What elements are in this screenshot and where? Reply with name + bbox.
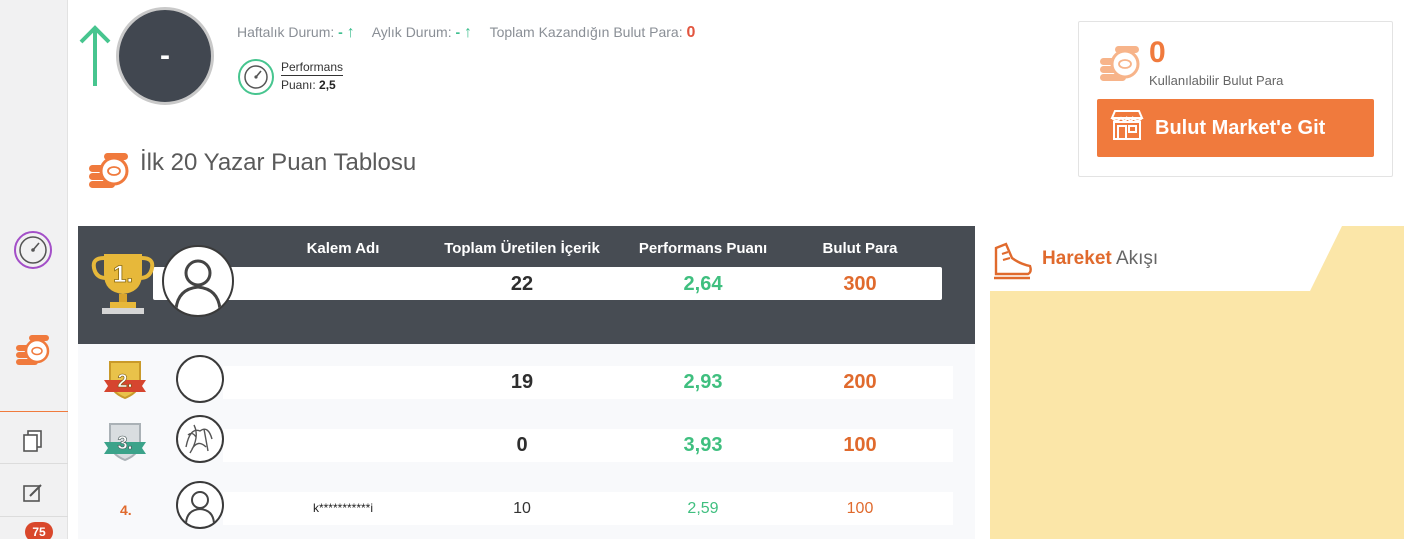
coins-icon	[86, 147, 134, 198]
speedometer-icon	[237, 58, 275, 101]
leaderboard-body: 19 2,93 200 2. 0 3,93 100 3. k**********…	[78, 344, 975, 539]
total-coins-value: 0	[686, 24, 696, 41]
table-row[interactable]: 19 2,93 200	[223, 366, 953, 399]
performance-label-2: Puanı:	[281, 78, 316, 92]
documents-icon[interactable]	[20, 428, 46, 454]
rank-number: 2.	[117, 371, 132, 391]
rank-number: 4.	[120, 502, 132, 518]
performance-gauge-icon[interactable]	[12, 229, 54, 271]
sidebar: 75	[0, 0, 68, 539]
row-coins: 100	[843, 434, 877, 456]
bronze-shield-icon: 3.	[102, 420, 148, 469]
monthly-status-value: -	[455, 24, 461, 40]
avatar[interactable]	[176, 481, 224, 529]
table-row[interactable]: 22 2,64 300	[153, 267, 942, 300]
edit-icon[interactable]	[20, 480, 46, 506]
row-coins: 300	[843, 273, 877, 295]
avatar[interactable]	[176, 415, 224, 463]
column-header-coins: Bulut Para	[822, 240, 898, 257]
activity-feed-title-rest: Akışı	[1111, 248, 1159, 269]
weekly-status-value: -	[338, 24, 343, 40]
available-coins-amount: 0	[1149, 36, 1166, 69]
available-coins-label: Kullanılabilir Bulut Para	[1149, 73, 1284, 88]
column-header-performance: Performans Puanı	[638, 240, 768, 257]
status-line: Haftalık Durum: - ↑ Aylık Durum: - ↑ Top…	[237, 24, 695, 42]
row-performance: 2,59	[687, 500, 719, 517]
leaderboard-header: Kalem Adı Toplam Üretilen İçerik Perform…	[78, 226, 975, 344]
column-header-content: Toplam Üretilen İçerik	[444, 240, 600, 257]
row-performance: 2,64	[683, 273, 723, 295]
user-avatar[interactable]: -	[116, 7, 214, 105]
performance-label: Performans	[281, 60, 344, 76]
sidebar-divider	[0, 463, 68, 464]
section-title: İlk 20 Yazar Puan Tablosu	[140, 149, 417, 176]
row-coins: 100	[846, 500, 874, 517]
sidebar-divider	[0, 411, 68, 412]
avatar[interactable]	[176, 355, 224, 403]
table-row[interactable]: k***********i 10 2,59 100	[223, 492, 953, 525]
row-content-count: 10	[513, 500, 531, 517]
notification-badge[interactable]: 75	[25, 522, 53, 539]
row-content-count: 22	[510, 273, 534, 295]
row-name: k***********i	[312, 501, 374, 515]
weekly-status-label: Haftalık Durum:	[237, 24, 335, 40]
row-performance: 3,93	[683, 434, 723, 456]
silver-shield-icon: 2.	[102, 358, 148, 405]
activity-feed-title: Hareket Akışı	[1042, 248, 1158, 270]
trend-up-arrow-icon	[78, 24, 112, 93]
performance-score: Performans Puanı: 2,5	[281, 60, 344, 92]
total-coins-label: Toplam Kazandığın Bulut Para:	[489, 24, 683, 40]
store-icon	[1109, 108, 1145, 148]
go-to-market-button[interactable]: Bulut Market'e Git	[1097, 99, 1374, 157]
rank-number: 1.	[113, 261, 133, 288]
running-shoe-icon	[990, 240, 1034, 285]
gold-trophy-icon: 1.	[90, 248, 156, 321]
row-coins: 200	[843, 371, 877, 393]
row-performance: 2,93	[683, 371, 723, 393]
coins-icon[interactable]	[12, 328, 54, 372]
arrow-up-icon: ↑	[464, 24, 473, 41]
column-header-name: Kalem Adı	[306, 240, 380, 257]
activity-feed-title-bold: Hareket	[1042, 248, 1112, 269]
rank-number: 3.	[117, 433, 132, 453]
sidebar-divider	[0, 516, 68, 517]
activity-feed-header	[990, 226, 1342, 291]
go-to-market-label: Bulut Market'e Git	[1155, 116, 1326, 139]
row-content-count: 19	[510, 371, 534, 393]
coins-icon	[1097, 40, 1145, 91]
performance-value: 2,5	[319, 78, 336, 92]
table-row[interactable]: 0 3,93 100	[223, 429, 953, 462]
arrow-up-icon: ↑	[346, 24, 355, 41]
monthly-status-label: Aylık Durum:	[371, 24, 452, 40]
row-content-count: 0	[516, 434, 528, 456]
avatar[interactable]	[162, 245, 234, 317]
wallet-card: 0 Kullanılabilir Bulut Para Bulut Market…	[1078, 21, 1393, 177]
